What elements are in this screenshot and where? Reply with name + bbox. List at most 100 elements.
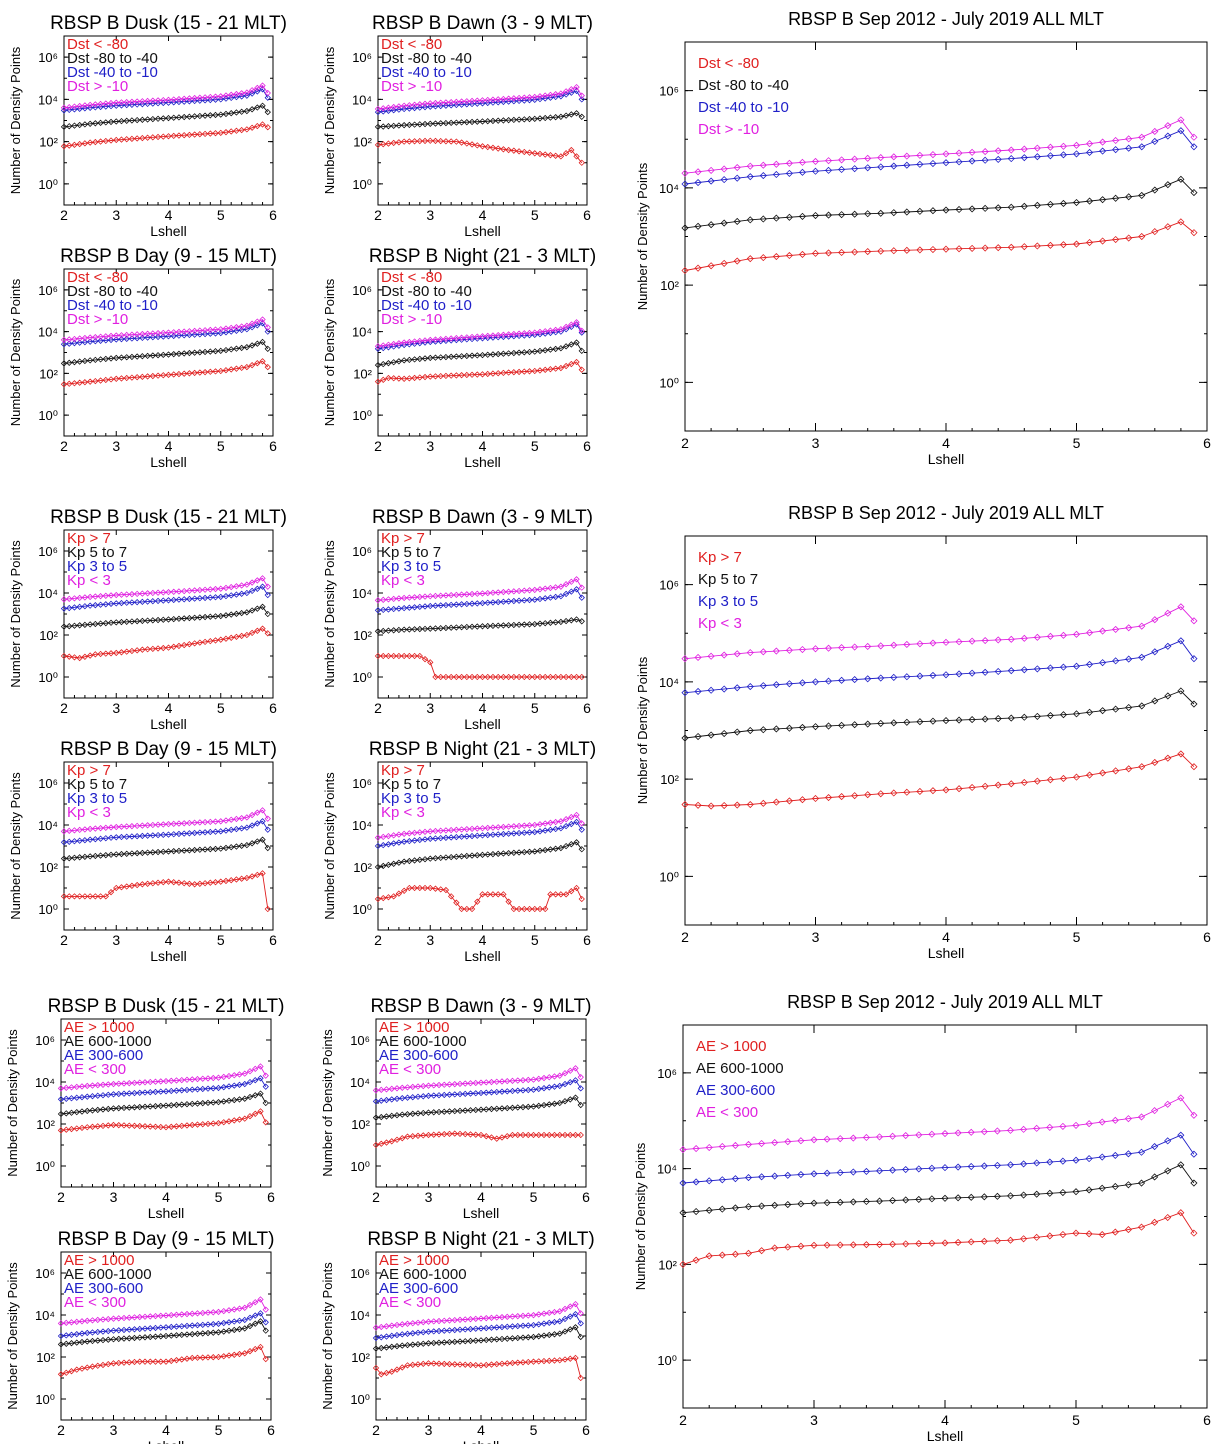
data-point	[170, 643, 177, 650]
data-point	[186, 331, 193, 339]
data-point	[573, 319, 580, 326]
data-point	[536, 595, 544, 603]
data-point	[1099, 627, 1107, 635]
x-tick-label: 2	[372, 1189, 380, 1205]
data-point	[467, 1107, 474, 1114]
data-point	[797, 1170, 805, 1179]
data-point	[141, 1358, 149, 1365]
data-point	[758, 1173, 766, 1181]
data-point	[217, 818, 224, 825]
data-point	[383, 1344, 390, 1351]
data-point	[113, 375, 120, 382]
data-point	[994, 155, 1002, 163]
data-point	[416, 836, 423, 844]
data-point	[390, 375, 397, 382]
data-point	[890, 209, 898, 217]
data-point	[133, 101, 141, 108]
data-point	[183, 1086, 191, 1094]
data-point	[189, 1086, 196, 1093]
data-point	[504, 1313, 511, 1321]
data-point	[215, 1320, 222, 1327]
data-point	[222, 346, 230, 354]
data-point	[568, 588, 575, 595]
data-point	[547, 826, 554, 833]
x-tick-label: 2	[681, 435, 689, 451]
data-point	[210, 1099, 217, 1106]
data-point	[467, 1090, 474, 1097]
legend-entry: AE 600-1000	[64, 1033, 152, 1050]
data-point	[556, 1082, 563, 1090]
data-point	[399, 1331, 406, 1338]
data-point	[212, 585, 219, 593]
x-tick-label: 4	[941, 1412, 949, 1428]
data-point	[500, 146, 507, 153]
data-point	[120, 1314, 128, 1322]
data-point	[489, 332, 497, 339]
data-point	[1007, 635, 1015, 643]
data-point	[248, 579, 256, 586]
data-point	[1059, 1122, 1067, 1130]
data-point	[546, 1131, 553, 1139]
data-point	[556, 1099, 563, 1107]
series-line	[63, 628, 269, 659]
data-point	[186, 587, 193, 594]
data-point	[416, 374, 423, 381]
data-point	[236, 1305, 243, 1312]
data-point	[68, 1368, 75, 1375]
data-point	[463, 371, 470, 379]
data-point	[400, 105, 408, 113]
series-line	[684, 690, 1195, 739]
data-point	[233, 876, 240, 883]
data-point	[160, 133, 167, 140]
data-point	[228, 816, 235, 823]
legend-entry: Kp 5 to 7	[381, 544, 441, 561]
series-magenta	[60, 316, 271, 344]
data-point	[233, 90, 240, 98]
data-point	[562, 112, 570, 119]
series-line	[375, 1326, 582, 1350]
data-point	[395, 605, 403, 612]
data-point	[521, 368, 528, 375]
data-point	[390, 340, 397, 348]
data-point	[456, 1090, 464, 1098]
data-point	[149, 589, 156, 597]
data-point	[81, 853, 89, 861]
y-tick-label: 10²	[353, 860, 372, 875]
y-tick-label: 10⁴	[352, 325, 372, 340]
data-point	[60, 828, 68, 835]
data-point	[217, 636, 224, 643]
data-point	[510, 673, 518, 681]
data-point	[505, 146, 512, 154]
data-point	[731, 1250, 739, 1258]
data-point	[442, 592, 450, 599]
data-point	[123, 117, 130, 124]
x-tick-label: 6	[582, 1189, 590, 1205]
data-point	[1085, 1186, 1093, 1194]
data-point	[191, 327, 198, 335]
data-point	[472, 1325, 479, 1332]
data-point	[199, 1121, 206, 1128]
y-tick-label: 10²	[36, 1117, 55, 1132]
data-point	[484, 370, 491, 378]
data-point	[733, 684, 741, 692]
data-point	[557, 90, 565, 97]
data-point	[66, 336, 73, 343]
data-point	[86, 825, 94, 833]
data-point	[707, 686, 715, 694]
data-point	[798, 212, 807, 220]
data-point	[562, 88, 570, 95]
data-point	[133, 331, 141, 338]
x-axis-label: Lshell	[928, 945, 965, 961]
data-point	[181, 587, 188, 595]
data-point	[262, 1119, 269, 1126]
x-tick-label: 4	[479, 700, 487, 716]
data-point	[76, 622, 83, 629]
data-point	[181, 113, 188, 121]
data-point	[437, 673, 444, 681]
data-point	[165, 878, 172, 885]
data-point	[165, 820, 172, 828]
data-point	[1098, 1118, 1106, 1126]
data-point	[89, 1107, 96, 1114]
data-point	[479, 851, 486, 858]
